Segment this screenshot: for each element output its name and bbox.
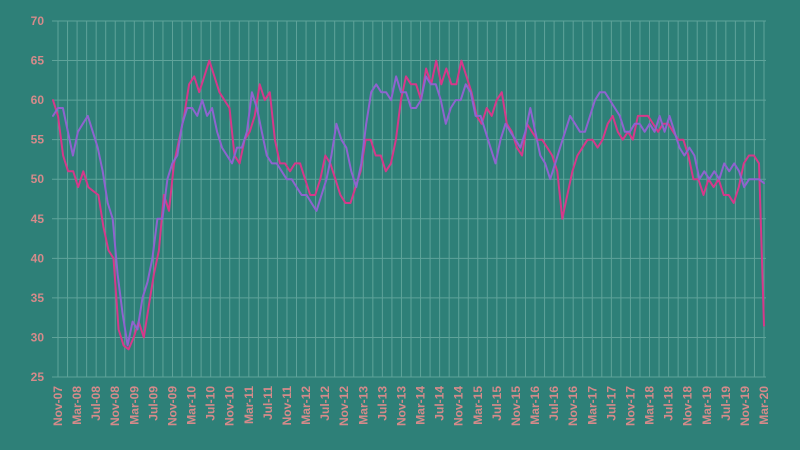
x-tick-label: Jul-11 — [261, 386, 275, 420]
x-tick-label: Mar-19 — [700, 386, 714, 425]
y-tick-label: 30 — [31, 330, 45, 344]
x-tick-label: Mar-10 — [185, 386, 199, 425]
x-tick-label: Mar-12 — [299, 386, 313, 425]
series-line-a — [52, 59, 765, 351]
x-tick-label: Jul-10 — [204, 386, 218, 421]
x-axis-ticks: Nov-07 Mar-08 Jul-08 Nov-08 Mar-09 Jul-09 Nov-… — [51, 386, 771, 426]
x-tick-label: Mar-17 — [585, 386, 599, 425]
x-tick-label: Nov-16 — [566, 386, 580, 426]
x-tick-label: Nov-10 — [223, 386, 237, 426]
x-tick-label: Jul-17 — [604, 386, 618, 421]
x-tick-label: Nov-19 — [738, 386, 752, 426]
x-tick-label: Jul-18 — [662, 386, 676, 421]
x-tick-label: Nov-14 — [452, 386, 466, 426]
x-tick-label: Nov-08 — [108, 386, 122, 426]
x-tick-label: Jul-15 — [490, 386, 504, 421]
y-tick-label: 65 — [31, 54, 45, 68]
y-tick-label: 70 — [31, 14, 45, 28]
y-tick-label: 25 — [31, 370, 45, 384]
y-tick-label: 40 — [31, 251, 45, 265]
x-tick-label: Mar-11 — [242, 386, 256, 424]
x-tick-label: Mar-16 — [528, 386, 542, 425]
chart-grid — [52, 20, 766, 378]
y-tick-label: 60 — [31, 93, 45, 107]
y-tick-label: 45 — [31, 212, 45, 226]
x-tick-label: Nov-13 — [394, 386, 408, 426]
x-tick-label: Jul-19 — [719, 386, 733, 421]
series-line-b — [52, 75, 765, 347]
y-axis-ticks: 25 30 35 40 45 50 55 60 65 70 — [31, 14, 45, 384]
x-tick-label: Mar-14 — [414, 386, 428, 425]
y-tick-label: 55 — [31, 133, 45, 147]
x-tick-label: Jul-12 — [318, 386, 332, 421]
x-tick-label: Jul-16 — [547, 386, 561, 421]
x-tick-label: Jul-09 — [146, 386, 160, 421]
x-tick-label: Nov-12 — [337, 386, 351, 426]
x-tick-label: Nov-15 — [509, 386, 523, 426]
x-tick-label: Jul-08 — [89, 386, 103, 421]
x-tick-label: Mar-20 — [757, 386, 771, 425]
x-tick-label: Nov-11 — [280, 386, 294, 426]
x-tick-label: Mar-18 — [643, 386, 657, 425]
y-tick-label: 50 — [31, 172, 45, 186]
x-tick-label: Mar-08 — [70, 386, 84, 425]
x-tick-label: Jul-14 — [433, 386, 447, 421]
series-lines — [52, 59, 765, 351]
x-tick-label: Mar-15 — [471, 386, 485, 425]
y-tick-label: 35 — [31, 291, 45, 305]
x-tick-label: Mar-09 — [127, 386, 141, 425]
x-tick-label: Nov-09 — [165, 386, 179, 426]
x-tick-label: Mar-13 — [356, 386, 370, 425]
x-tick-label: Nov-07 — [51, 386, 65, 426]
x-tick-label: Nov-18 — [681, 386, 695, 426]
x-tick-label: Nov-17 — [623, 386, 637, 426]
x-tick-label: Jul-13 — [375, 386, 389, 421]
